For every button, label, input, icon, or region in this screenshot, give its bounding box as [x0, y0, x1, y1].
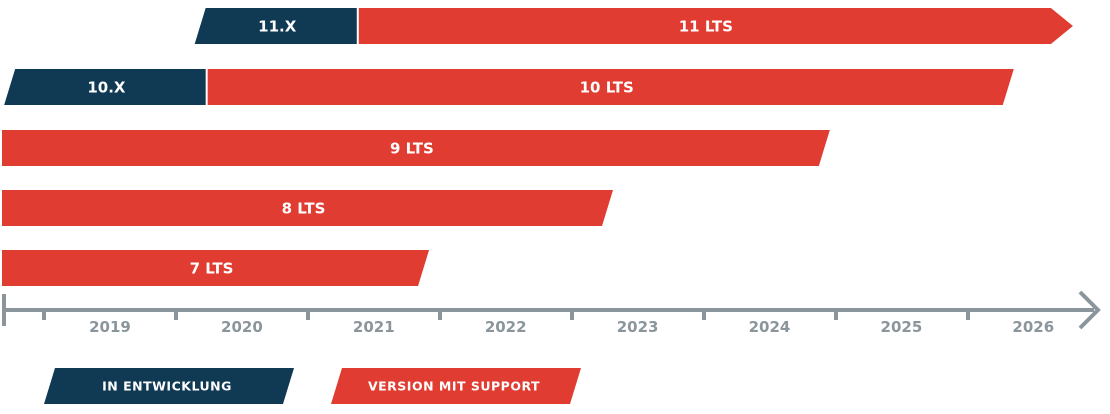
bar-10-x	[4, 69, 206, 105]
x-tick-label-2020: 2020	[221, 318, 263, 336]
x-tick-label-2021: 2021	[353, 318, 395, 336]
bar-9-lts	[2, 130, 830, 166]
x-axis-arrow-icon	[1078, 290, 1101, 330]
legend-item: IN ENTWICKLUNG	[44, 368, 294, 404]
bar-label-11-x: 11.X	[258, 18, 297, 36]
bar-label-9-lts: 9 LTS	[390, 140, 434, 158]
legend-swatch	[331, 368, 581, 404]
legend-swatch	[44, 368, 294, 404]
x-tick-label-2026: 2026	[1012, 318, 1054, 336]
x-tick-label-2022: 2022	[485, 318, 527, 336]
x-tick-label-2023: 2023	[617, 318, 659, 336]
x-tick-label-2024: 2024	[749, 318, 791, 336]
bar-11-x	[194, 8, 357, 44]
bar-7-lts	[2, 250, 430, 286]
timeline-row: 11.X 11 LTS	[194, 8, 1073, 44]
x-tick-label-2025: 2025	[881, 318, 923, 336]
legend-label: VERSION MIT SUPPORT	[368, 379, 540, 394]
bar-label-8-lts: 8 LTS	[282, 200, 326, 218]
timeline-row: 10.X 10 LTS	[4, 69, 1014, 105]
x-tick-label-2019: 2019	[89, 318, 131, 336]
timeline-row: 9 LTS	[2, 130, 830, 166]
bar-10-lts	[207, 69, 1014, 105]
bar-label-11-lts: 11 LTS	[679, 18, 733, 36]
bar-label-10-x: 10.X	[87, 79, 126, 97]
bar-11-lts	[358, 8, 1073, 44]
legend-label: IN ENTWICKLUNG	[102, 379, 232, 394]
timeline-row: 8 LTS	[2, 190, 614, 226]
timeline-row: 7 LTS	[2, 250, 430, 286]
bar-label-10-lts: 10 LTS	[580, 79, 634, 97]
bar-label-7-lts: 7 LTS	[190, 260, 234, 278]
bar-8-lts	[2, 190, 614, 226]
legend-item: VERSION MIT SUPPORT	[331, 368, 581, 404]
